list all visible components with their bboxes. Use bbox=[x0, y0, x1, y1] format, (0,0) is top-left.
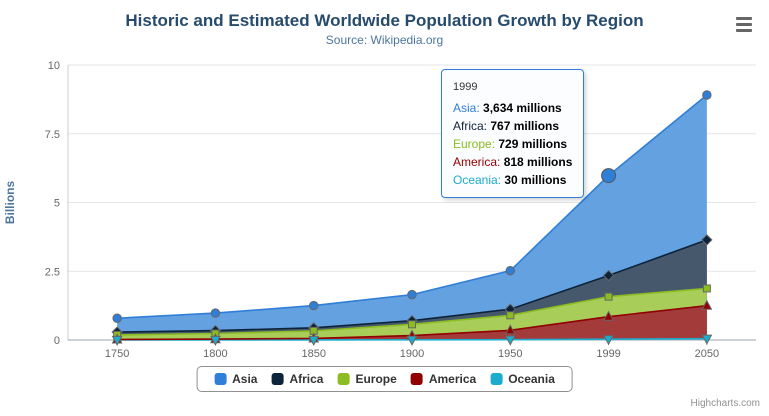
x-axis-tick-label: 2050 bbox=[695, 348, 719, 360]
tooltip-series-value: 767 millions bbox=[490, 119, 560, 133]
marker-africa[interactable] bbox=[701, 234, 713, 246]
x-axis-tick-label: 1900 bbox=[400, 348, 424, 360]
tooltip-row: Europe: 729 millions bbox=[453, 135, 572, 153]
tooltip-series-label: Europe: bbox=[453, 137, 499, 151]
marker-america[interactable] bbox=[504, 324, 516, 335]
area-asia bbox=[117, 95, 707, 340]
marker-asia[interactable] bbox=[702, 90, 712, 100]
tooltip-row: Africa: 767 millions bbox=[453, 117, 572, 135]
marker-europe[interactable] bbox=[408, 320, 416, 329]
legend-swatch bbox=[214, 373, 227, 385]
legend-item-asia[interactable]: Asia bbox=[214, 372, 257, 386]
y-axis-tick-label: 10 bbox=[48, 60, 60, 72]
export-menu-button[interactable] bbox=[734, 15, 754, 34]
tooltip-row: Asia: 3,634 millions bbox=[453, 99, 572, 117]
marker-america[interactable] bbox=[701, 299, 713, 310]
marker-europe[interactable] bbox=[604, 292, 613, 301]
marker-asia[interactable] bbox=[210, 308, 221, 318]
legend-swatch bbox=[271, 373, 284, 385]
marker-africa[interactable] bbox=[602, 269, 615, 282]
y-axis-tick-label: 5 bbox=[54, 198, 60, 210]
y-axis-tick-label: 0 bbox=[54, 335, 60, 347]
marker-oceania[interactable] bbox=[504, 335, 516, 346]
area-america bbox=[117, 305, 707, 340]
legend-label: America bbox=[428, 372, 477, 386]
legend-item-africa[interactable]: Africa bbox=[271, 372, 323, 386]
tooltip-series-value: 3,634 millions bbox=[483, 101, 562, 115]
legend-label: Europe bbox=[355, 372, 397, 386]
marker-america[interactable] bbox=[603, 310, 615, 321]
tooltip-series-label: Asia: bbox=[453, 101, 484, 115]
tooltip-series-value: 818 millions bbox=[503, 155, 573, 169]
hovered-point-asia[interactable] bbox=[601, 168, 617, 184]
x-axis-tick-label: 1850 bbox=[301, 348, 325, 360]
legend-swatch bbox=[337, 373, 350, 385]
marker-asia[interactable] bbox=[309, 300, 319, 311]
marker-europe[interactable] bbox=[702, 284, 711, 293]
legend: Asia Africa Europe America Oceania bbox=[196, 366, 573, 392]
marker-oceania[interactable] bbox=[603, 335, 615, 346]
legend-item-oceania[interactable]: Oceania bbox=[490, 372, 555, 386]
legend-label: Oceania bbox=[508, 372, 555, 386]
x-axis-tick-label: 1750 bbox=[105, 348, 129, 360]
legend-label: Africa bbox=[289, 372, 324, 386]
marker-oceania[interactable] bbox=[111, 335, 123, 347]
tooltip-row: America: 818 millions bbox=[453, 153, 572, 171]
tooltip-header: 1999 bbox=[453, 81, 478, 93]
marker-oceania[interactable] bbox=[209, 335, 221, 347]
legend-label: Asia bbox=[232, 372, 258, 386]
legend-item-america[interactable]: America bbox=[410, 372, 477, 386]
y-axis-tick-label: 7.5 bbox=[45, 129, 60, 141]
chart-title: Historic and Estimated Worldwide Populat… bbox=[125, 11, 644, 30]
tooltip: 1999 Asia: 3,634 millions Africa: 767 mil… bbox=[441, 69, 585, 198]
tooltip-series-value: 729 millions bbox=[498, 137, 568, 151]
chart-subtitle: Source: Wikipedia.org bbox=[325, 33, 444, 47]
legend-swatch bbox=[410, 373, 423, 385]
tooltip-series-value: 30 millions bbox=[504, 173, 567, 187]
x-axis-tick-label: 1800 bbox=[203, 348, 227, 360]
marker-oceania[interactable] bbox=[701, 334, 713, 345]
x-axis-tick-label: 1950 bbox=[498, 348, 522, 360]
tooltip-series-label: Oceania: bbox=[453, 173, 505, 187]
marker-asia[interactable] bbox=[505, 265, 515, 276]
y-axis-title: Billions bbox=[3, 181, 17, 225]
hamburger-menu-icon bbox=[736, 17, 752, 32]
legend-swatch bbox=[490, 373, 503, 385]
x-axis-tick-label: 1999 bbox=[596, 348, 620, 360]
tooltip-series-label: Africa: bbox=[453, 119, 491, 133]
marker-asia[interactable] bbox=[407, 289, 417, 300]
highcharts-credits-link[interactable]: Highcharts.com bbox=[690, 398, 760, 409]
marker-oceania[interactable] bbox=[308, 335, 320, 347]
tooltip-row: Oceania: 30 millions bbox=[453, 171, 572, 189]
legend-item-europe[interactable]: Europe bbox=[337, 372, 397, 386]
marker-oceania[interactable] bbox=[406, 335, 418, 346]
marker-europe[interactable] bbox=[506, 311, 515, 320]
tooltip-series-label: America: bbox=[453, 155, 504, 169]
marker-asia[interactable] bbox=[112, 313, 122, 323]
y-axis-tick-label: 2.5 bbox=[45, 266, 60, 278]
